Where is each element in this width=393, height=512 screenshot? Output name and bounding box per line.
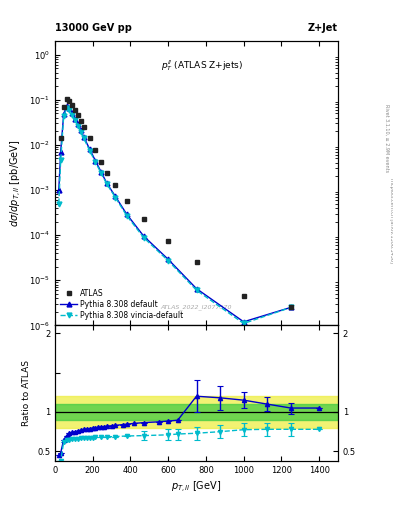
Pythia 8.308 default <box>93 158 98 164</box>
Bar <box>55 396 338 428</box>
Pythia 8.308 default <box>57 187 61 193</box>
Pythia 8.308 default <box>194 286 199 292</box>
ATLAS <box>61 103 66 110</box>
Pythia 8.308 vincia-default <box>81 135 86 141</box>
Pythia 8.308 default <box>288 304 293 310</box>
ATLAS <box>58 135 63 141</box>
Line: Pythia 8.308 default: Pythia 8.308 default <box>56 104 293 324</box>
ATLAS <box>166 238 171 244</box>
Y-axis label: Ratio to ATLAS: Ratio to ATLAS <box>22 360 31 426</box>
Pythia 8.308 vincia-default <box>113 195 118 201</box>
Pythia 8.308 default <box>105 180 109 186</box>
ATLAS <box>81 124 86 130</box>
Pythia 8.308 default <box>64 103 69 109</box>
Pythia 8.308 vincia-default <box>67 107 72 113</box>
Legend: ATLAS, Pythia 8.308 default, Pythia 8.308 vincia-default: ATLAS, Pythia 8.308 default, Pythia 8.30… <box>59 288 185 322</box>
Pythia 8.308 vincia-default <box>105 181 109 187</box>
ATLAS <box>124 198 129 204</box>
Pythia 8.308 vincia-default <box>93 159 98 165</box>
Pythia 8.308 vincia-default <box>166 258 171 264</box>
Pythia 8.308 vincia-default <box>64 105 69 111</box>
ATLAS <box>105 169 109 176</box>
Pythia 8.308 vincia-default <box>87 147 92 154</box>
Pythia 8.308 vincia-default <box>194 287 199 293</box>
Text: mcplots.cern.ch [arXiv:1306.3436]: mcplots.cern.ch [arXiv:1306.3436] <box>389 178 393 263</box>
Text: ATLAS_2022_I2077570: ATLAS_2022_I2077570 <box>161 304 232 310</box>
Pythia 8.308 vincia-default <box>57 201 61 207</box>
Pythia 8.308 default <box>124 211 129 217</box>
Pythia 8.308 vincia-default <box>58 157 63 163</box>
ATLAS <box>64 96 69 102</box>
Bar <box>55 404 338 420</box>
ATLAS <box>194 259 199 265</box>
Line: ATLAS: ATLAS <box>58 97 293 310</box>
ATLAS <box>67 98 72 104</box>
ATLAS <box>87 135 92 141</box>
Pythia 8.308 default <box>70 110 75 116</box>
Pythia 8.308 vincia-default <box>73 117 77 123</box>
Pythia 8.308 default <box>67 105 72 111</box>
Pythia 8.308 vincia-default <box>241 321 246 327</box>
ATLAS <box>79 118 83 124</box>
ATLAS <box>70 101 75 108</box>
ATLAS <box>76 112 81 118</box>
X-axis label: $p_{T,ll}$ [GeV]: $p_{T,ll}$ [GeV] <box>171 480 222 495</box>
Pythia 8.308 vincia-default <box>79 129 83 135</box>
Pythia 8.308 default <box>61 111 66 117</box>
Text: Rivet 3.1.10, ≥ 2.9M events: Rivet 3.1.10, ≥ 2.9M events <box>385 104 389 173</box>
Pythia 8.308 vincia-default <box>288 304 293 310</box>
ATLAS <box>288 304 293 310</box>
ATLAS <box>113 182 118 188</box>
ATLAS <box>99 159 103 165</box>
Pythia 8.308 vincia-default <box>61 113 66 119</box>
Pythia 8.308 default <box>87 146 92 152</box>
Pythia 8.308 vincia-default <box>70 112 75 118</box>
Pythia 8.308 default <box>99 169 103 175</box>
Pythia 8.308 default <box>73 116 77 122</box>
ATLAS <box>73 106 77 113</box>
Pythia 8.308 default <box>241 319 246 325</box>
Pythia 8.308 default <box>141 233 146 239</box>
Pythia 8.308 vincia-default <box>124 212 129 219</box>
Pythia 8.308 default <box>76 121 81 127</box>
Y-axis label: $d\sigma/dp_{T,ll}$ [pb/GeV]: $d\sigma/dp_{T,ll}$ [pb/GeV] <box>8 139 24 227</box>
ATLAS <box>93 147 98 154</box>
Pythia 8.308 vincia-default <box>141 234 146 241</box>
Pythia 8.308 default <box>113 194 118 200</box>
Pythia 8.308 default <box>81 134 86 140</box>
Pythia 8.308 default <box>166 257 171 263</box>
Pythia 8.308 vincia-default <box>99 170 103 176</box>
Pythia 8.308 default <box>79 127 83 133</box>
Line: Pythia 8.308 vincia-default: Pythia 8.308 vincia-default <box>56 105 293 326</box>
Pythia 8.308 default <box>58 149 63 155</box>
Text: 13000 GeV pp: 13000 GeV pp <box>55 23 132 33</box>
Pythia 8.308 vincia-default <box>76 123 81 129</box>
Text: $p_T^{ll}$ (ATLAS Z+jets): $p_T^{ll}$ (ATLAS Z+jets) <box>161 58 243 73</box>
ATLAS <box>141 216 146 222</box>
Text: Z+Jet: Z+Jet <box>308 23 338 33</box>
ATLAS <box>241 293 246 299</box>
